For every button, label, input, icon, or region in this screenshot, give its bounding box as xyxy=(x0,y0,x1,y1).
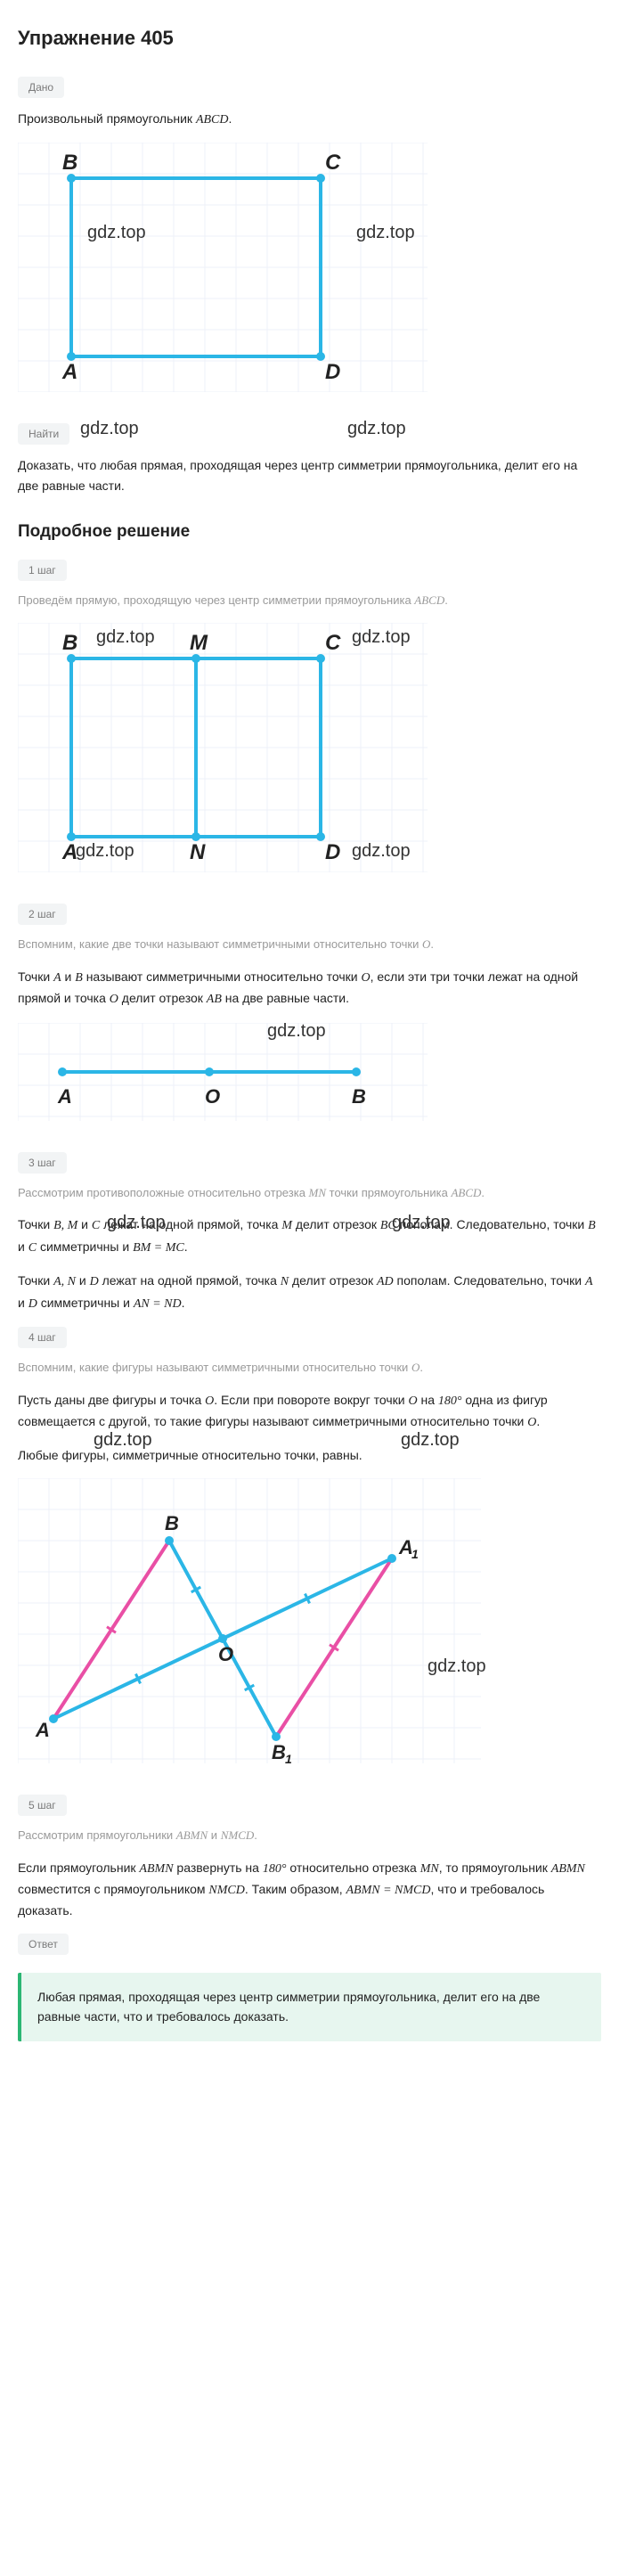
svg-text:B: B xyxy=(62,631,77,655)
step5-p1: Если прямоугольник ABMN развернуть на 18… xyxy=(18,1858,601,1921)
svg-text:A: A xyxy=(61,840,77,864)
svg-text:B: B xyxy=(272,1741,286,1763)
step-tag: 1 шаг xyxy=(18,560,67,581)
step4-p1: Пусть даны две фигуры и точка O. Если пр… xyxy=(18,1390,601,1434)
given-text: Произвольный прямоугольник ABCD. xyxy=(18,109,601,130)
watermark: gdz.top xyxy=(347,419,406,439)
figure-4: ABA1B1O gdz.top xyxy=(18,1478,601,1768)
step2-p1: Точки A и B называют симметричными относ… xyxy=(18,967,601,1010)
svg-text:B: B xyxy=(352,1085,366,1108)
svg-text:A: A xyxy=(57,1085,72,1108)
svg-text:O: O xyxy=(218,1643,233,1665)
svg-text:1: 1 xyxy=(285,1752,292,1763)
svg-text:A: A xyxy=(35,1719,50,1741)
svg-text:C: C xyxy=(325,631,341,655)
step4-p2: Любые фигуры, симметричные относительно … xyxy=(18,1445,601,1465)
svg-text:1: 1 xyxy=(411,1547,419,1561)
step3-p1: Точки B, M и C лежат на одной прямой, то… xyxy=(18,1214,601,1258)
svg-text:D: D xyxy=(325,360,340,384)
step-tag: 2 шаг xyxy=(18,904,67,925)
figure-2: BMCAND gdz.top gdz.top gdz.top gdz.top xyxy=(18,623,601,877)
step5-intro: Рассмотрим прямоугольники ABMN и NMCD. xyxy=(18,1827,601,1845)
step-tag: 4 шаг xyxy=(18,1327,67,1348)
svg-text:M: M xyxy=(190,631,208,655)
page-title: Упражнение 405 xyxy=(18,27,601,50)
find-text: Доказать, что любая прямая, проходящая ч… xyxy=(18,455,601,495)
given-tag: Дано xyxy=(18,77,64,98)
step-tag: 5 шаг xyxy=(18,1795,67,1816)
svg-text:B: B xyxy=(62,151,77,175)
figure-3: AOB gdz.top xyxy=(18,1023,601,1125)
svg-text:A: A xyxy=(61,360,77,384)
solution-title: Подробное решение xyxy=(18,522,601,542)
step2-intro: Вспомним, какие две точки называют симме… xyxy=(18,936,601,954)
step3-intro: Рассмотрим противоположные относительно … xyxy=(18,1184,601,1203)
svg-text:C: C xyxy=(325,151,341,175)
find-tag: Найти xyxy=(18,423,69,445)
svg-text:N: N xyxy=(190,840,206,864)
svg-text:O: O xyxy=(205,1085,220,1108)
svg-text:B: B xyxy=(165,1512,179,1534)
svg-text:D: D xyxy=(325,840,340,864)
step4-intro: Вспомним, какие фигуры называют симметри… xyxy=(18,1359,601,1378)
step3-p2: Точки A, N и D лежат на одной прямой, то… xyxy=(18,1271,601,1314)
watermark: gdz.top xyxy=(80,419,139,439)
figure-1: BCAD gdz.top gdz.top xyxy=(18,143,601,397)
step-tag: 3 шаг xyxy=(18,1152,67,1174)
answer-box: Любая прямая, проходящая через центр сим… xyxy=(18,1973,601,2041)
step1-text: Проведём прямую, проходящую через центр … xyxy=(18,592,601,610)
answer-tag: Ответ xyxy=(18,1934,69,1955)
